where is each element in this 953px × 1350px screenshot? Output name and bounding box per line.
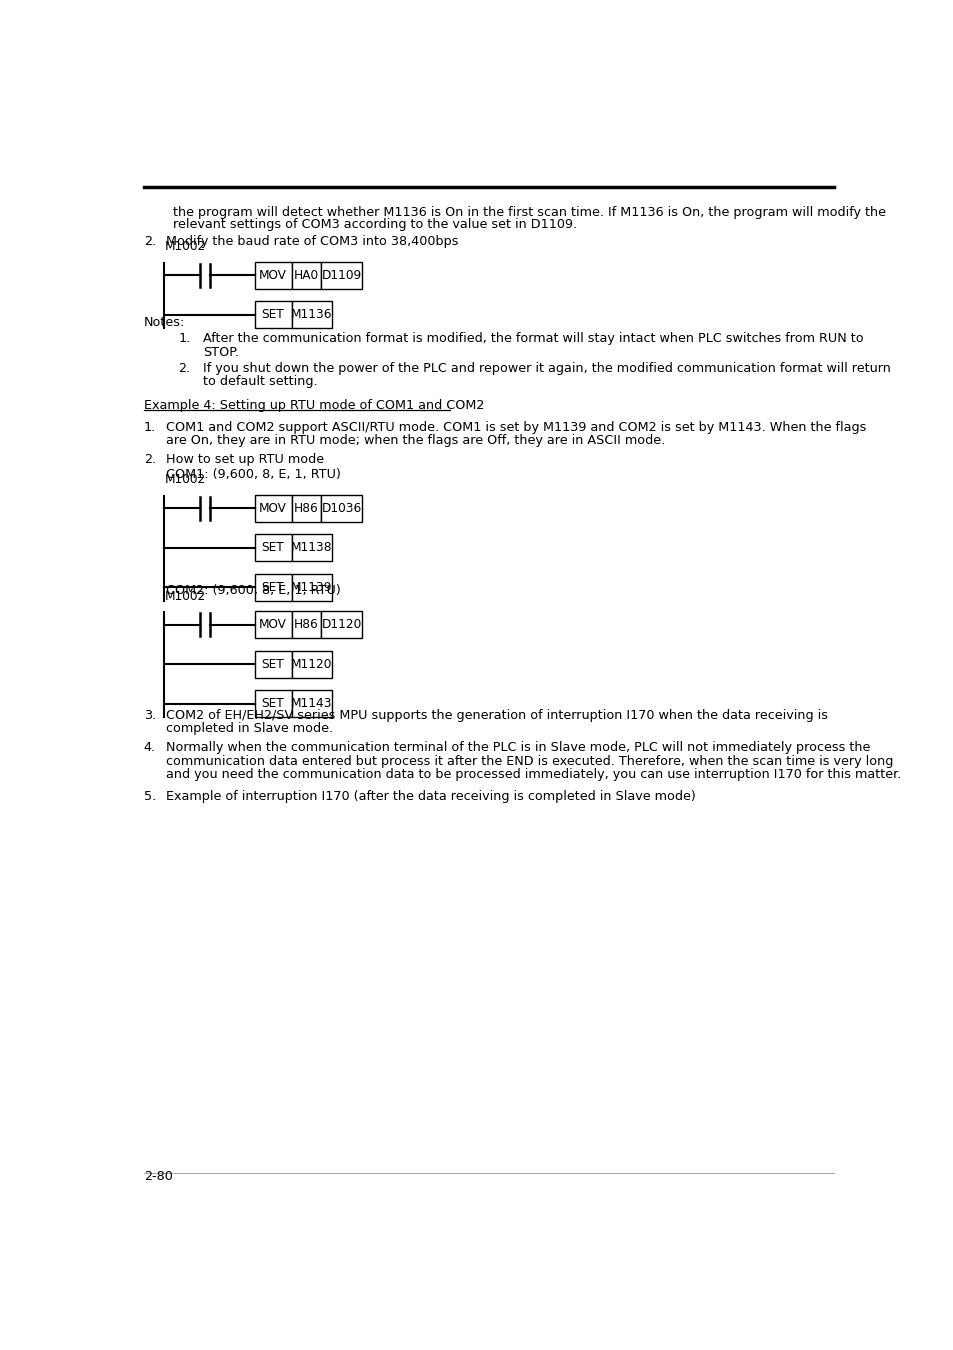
FancyBboxPatch shape	[292, 535, 332, 562]
Text: M1002: M1002	[164, 474, 206, 486]
Text: D1036: D1036	[321, 502, 361, 514]
FancyBboxPatch shape	[292, 574, 332, 601]
FancyBboxPatch shape	[254, 651, 292, 678]
Text: 1.: 1.	[178, 332, 191, 346]
FancyBboxPatch shape	[292, 690, 332, 717]
Text: COM1 and COM2 support ASCII/RTU mode. COM1 is set by M1139 and COM2 is set by M1: COM1 and COM2 support ASCII/RTU mode. CO…	[166, 421, 865, 433]
Text: Example 4: Setting up RTU mode of COM1 and COM2: Example 4: Setting up RTU mode of COM1 a…	[144, 400, 483, 412]
Text: Example of interruption I170 (after the data receiving is completed in Slave mod: Example of interruption I170 (after the …	[166, 790, 695, 803]
FancyBboxPatch shape	[292, 612, 321, 639]
Text: completed in Slave mode.: completed in Slave mode.	[166, 722, 333, 736]
Text: MOV: MOV	[259, 618, 287, 630]
Text: Normally when the communication terminal of the PLC is in Slave mode, PLC will n: Normally when the communication terminal…	[166, 741, 869, 755]
FancyBboxPatch shape	[321, 494, 361, 521]
FancyBboxPatch shape	[254, 574, 292, 601]
Text: 5.: 5.	[144, 790, 155, 803]
Text: STOP.: STOP.	[203, 346, 238, 359]
Text: SET: SET	[261, 541, 284, 554]
FancyBboxPatch shape	[254, 535, 292, 562]
Text: H86: H86	[294, 618, 318, 630]
Text: and you need the communication data to be processed immediately, you can use int: and you need the communication data to b…	[166, 768, 901, 782]
Text: HA0: HA0	[294, 269, 318, 282]
Text: M1120: M1120	[291, 657, 333, 671]
FancyBboxPatch shape	[254, 612, 292, 639]
Text: SET: SET	[261, 580, 284, 594]
Text: 4.: 4.	[144, 741, 155, 755]
FancyBboxPatch shape	[292, 301, 332, 328]
FancyBboxPatch shape	[321, 262, 361, 289]
Text: MOV: MOV	[259, 502, 287, 514]
Text: 2.: 2.	[178, 362, 191, 374]
Text: SET: SET	[261, 697, 284, 710]
Text: M1002: M1002	[164, 240, 206, 254]
Text: M1136: M1136	[291, 308, 333, 321]
Text: M1138: M1138	[291, 541, 333, 554]
Text: relevant settings of COM3 according to the value set in D1109.: relevant settings of COM3 according to t…	[173, 219, 577, 231]
Text: How to set up RTU mode: How to set up RTU mode	[166, 454, 324, 466]
Text: COM1: (9,600, 8, E, 1, RTU): COM1: (9,600, 8, E, 1, RTU)	[166, 467, 340, 481]
Text: Notes:: Notes:	[144, 316, 185, 329]
Text: M1002: M1002	[164, 590, 206, 602]
Text: 3.: 3.	[144, 709, 155, 722]
Text: to default setting.: to default setting.	[203, 375, 317, 387]
Text: SET: SET	[261, 657, 284, 671]
FancyBboxPatch shape	[254, 262, 292, 289]
Text: communication data entered but process it after the END is executed. Therefore, : communication data entered but process i…	[166, 755, 892, 768]
Text: SET: SET	[261, 308, 284, 321]
Text: COM2: (9,600, 8, E, 1, RTU): COM2: (9,600, 8, E, 1, RTU)	[166, 585, 340, 597]
FancyBboxPatch shape	[254, 301, 292, 328]
FancyBboxPatch shape	[254, 690, 292, 717]
Text: 2.: 2.	[144, 454, 155, 466]
Text: 2.: 2.	[144, 235, 155, 248]
FancyBboxPatch shape	[292, 494, 321, 521]
Text: D1120: D1120	[321, 618, 361, 630]
Text: If you shut down the power of the PLC and repower it again, the modified communi: If you shut down the power of the PLC an…	[203, 362, 890, 374]
Text: 2-80: 2-80	[144, 1170, 172, 1183]
FancyBboxPatch shape	[292, 651, 332, 678]
Text: MOV: MOV	[259, 269, 287, 282]
Text: the program will detect whether M1136 is On in the first scan time. If M1136 is : the program will detect whether M1136 is…	[173, 205, 885, 219]
Text: M1143: M1143	[291, 697, 333, 710]
Text: are On, they are in RTU mode; when the flags are Off, they are in ASCII mode.: are On, they are in RTU mode; when the f…	[166, 435, 664, 447]
Text: M1139: M1139	[291, 580, 333, 594]
Text: 1.: 1.	[144, 421, 155, 433]
FancyBboxPatch shape	[292, 262, 321, 289]
Text: Modify the baud rate of COM3 into 38,400bps: Modify the baud rate of COM3 into 38,400…	[166, 235, 457, 248]
Text: After the communication format is modified, the format will stay intact when PLC: After the communication format is modifi…	[203, 332, 862, 346]
Text: D1109: D1109	[321, 269, 361, 282]
FancyBboxPatch shape	[254, 494, 292, 521]
Text: COM2 of EH/EH2/SV series MPU supports the generation of interruption I170 when t: COM2 of EH/EH2/SV series MPU supports th…	[166, 709, 827, 722]
Text: H86: H86	[294, 502, 318, 514]
FancyBboxPatch shape	[321, 612, 361, 639]
